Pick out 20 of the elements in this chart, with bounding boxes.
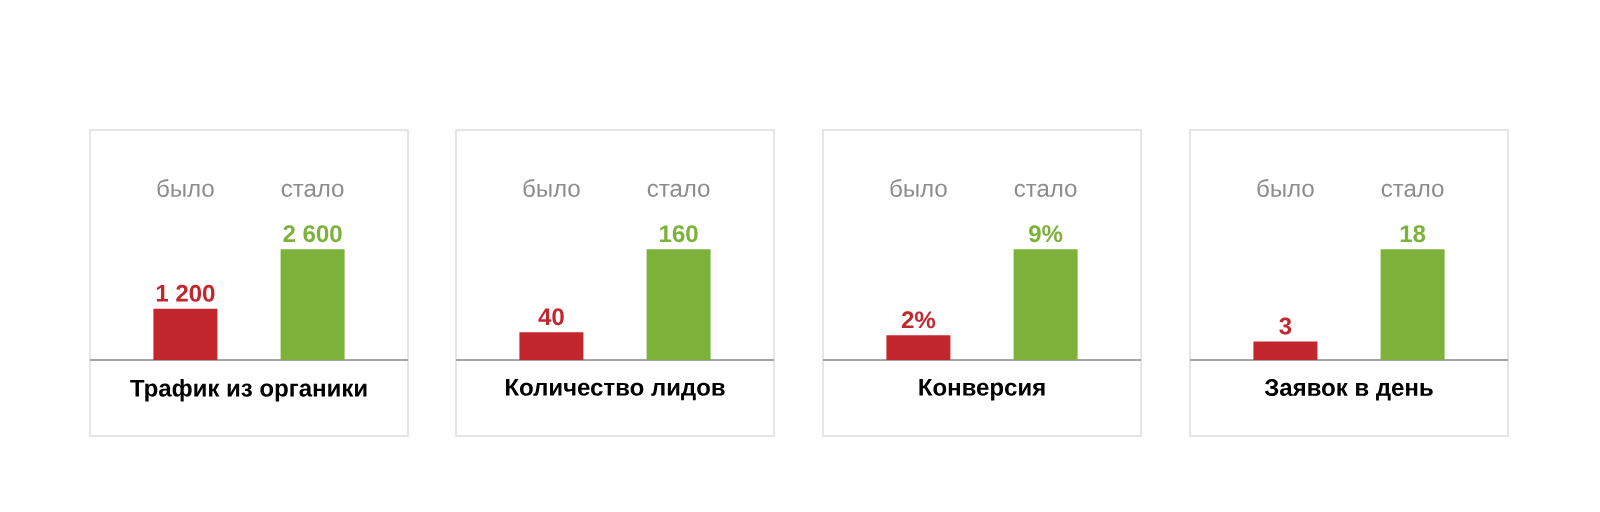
data-label: 160 <box>660 225 698 243</box>
data-label: 18 <box>1400 225 1426 243</box>
data-label: 3 <box>1279 317 1292 335</box>
text: Заявок в день <box>1264 379 1433 401</box>
x-tick-label: стало <box>281 183 344 197</box>
x-tick-label: стало <box>1381 183 1444 197</box>
text: Конверсия <box>919 379 1045 401</box>
data-label: 9% <box>1029 225 1063 243</box>
data-label: 1 200 <box>156 284 215 302</box>
text: Количество лидов <box>506 379 725 401</box>
x-tick-label: было <box>890 179 947 197</box>
data-label: 40 <box>538 308 564 326</box>
x-tick-label: было <box>157 179 214 197</box>
data-label: 2 600 <box>283 225 342 243</box>
x-tick-label: было <box>1257 179 1314 197</box>
x-tick-label: стало <box>1014 183 1077 197</box>
data-label: 2% <box>901 311 936 329</box>
x-tick-label: стало <box>647 183 710 197</box>
text: Трафик из органики <box>130 379 367 402</box>
x-tick-label: было <box>523 179 580 197</box>
